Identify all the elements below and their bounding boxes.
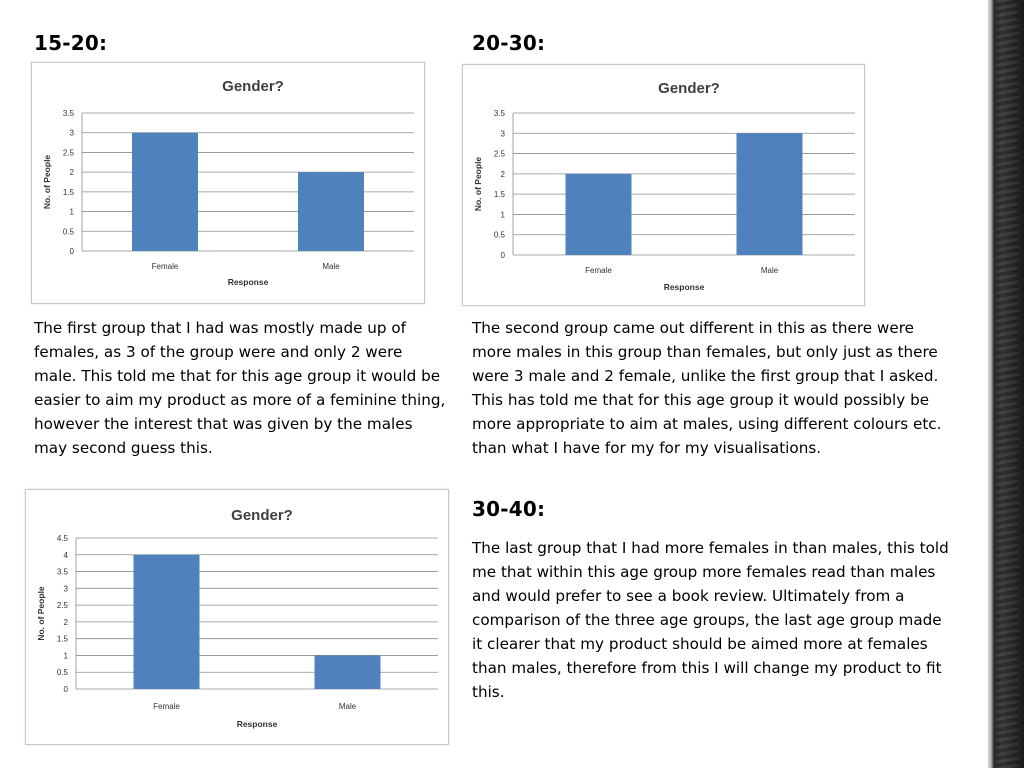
decorative-frame-edge <box>988 0 1024 768</box>
y-tick-label: 2 <box>64 618 69 627</box>
bar-female <box>133 554 200 689</box>
y-tick-label: 3.5 <box>63 109 75 118</box>
paragraph-15-20: The first group that I had was mostly ma… <box>34 319 446 457</box>
chart-svg: Gender? 0 0.5 1 1.5 2 2.5 3 3.5 4 4.5 Female Male Res… <box>36 507 438 729</box>
chart-30-40: Gender? 0 0.5 1 1.5 2 2.5 3 3.5 4 4.5 Female Male Res… <box>25 489 449 745</box>
x-tick-label: Female <box>153 702 180 711</box>
y-tick-label: 1 <box>64 651 69 660</box>
chart-title: Gender? <box>658 80 720 97</box>
y-tick-label: 0.5 <box>57 668 69 677</box>
x-axis-label: Response <box>237 719 278 729</box>
x-axis-label: Response <box>664 282 705 292</box>
x-tick-label: Female <box>585 266 612 275</box>
x-tick-label: Female <box>152 262 179 271</box>
y-tick-label: 2.5 <box>63 148 75 157</box>
y-tick-label: 2 <box>501 170 506 179</box>
y-tick-label: 0 <box>64 685 69 694</box>
y-tick-label: 0 <box>70 247 75 256</box>
paragraph-30-40: The last group that I had more females i… <box>472 539 949 701</box>
chart-svg: Gender? 0 0.5 1 1.5 2 2.5 3 3.5 Female Male Respons… <box>42 78 414 287</box>
y-tick-label: 0.5 <box>494 231 506 240</box>
y-axis-label: No. of People <box>36 586 46 641</box>
chart-svg: Gender? 0 0.5 1 1.5 2 2.5 3 3.5 Female Male Respons… <box>473 80 855 292</box>
y-tick-label: 0 <box>501 251 506 260</box>
x-tick-label: Male <box>322 262 340 271</box>
y-tick-label: 1.5 <box>494 190 506 199</box>
y-tick-label: 3 <box>501 129 506 138</box>
y-tick-label: 1.5 <box>63 188 75 197</box>
section-heading-20-30: 20-30: <box>472 31 546 55</box>
y-tick-label: 1 <box>501 210 506 219</box>
y-tick-label: 4.5 <box>57 534 69 543</box>
y-tick-label: 2.5 <box>57 601 69 610</box>
bar-female <box>565 173 632 255</box>
section-heading-15-20: 15-20: <box>34 31 108 55</box>
bar-female <box>132 132 198 251</box>
y-tick-label: 4 <box>64 551 69 560</box>
y-tick-label: 1 <box>70 208 75 217</box>
x-tick-label: Male <box>761 266 779 275</box>
y-axis-label: No. of People <box>473 157 483 212</box>
bar-male <box>298 172 364 251</box>
x-axis-label: Response <box>228 277 269 287</box>
bar-male <box>314 655 381 689</box>
y-tick-label: 0.5 <box>63 227 75 236</box>
x-tick-label: Male <box>339 702 357 711</box>
chart-title: Gender? <box>231 507 293 524</box>
paragraph-20-30: The second group came out different in t… <box>472 319 942 457</box>
y-tick-label: 2.5 <box>494 150 506 159</box>
y-axis-label: No. of People <box>42 155 52 210</box>
section-heading-30-40: 30-40: <box>472 497 546 521</box>
y-tick-label: 1.5 <box>57 635 69 644</box>
chart-title: Gender? <box>222 78 284 95</box>
y-tick-label: 3.5 <box>494 109 506 118</box>
bar-male <box>736 133 803 255</box>
y-tick-label: 2 <box>70 168 75 177</box>
chart-20-30: Gender? 0 0.5 1 1.5 2 2.5 3 3.5 Female Male Respons… <box>462 64 865 306</box>
y-tick-label: 3.5 <box>57 568 69 577</box>
y-tick-label: 3 <box>64 584 69 593</box>
y-tick-label: 3 <box>70 129 75 138</box>
chart-15-20: Gender? 0 0.5 1 1.5 2 2.5 3 3.5 Female Male Respons… <box>31 62 425 304</box>
